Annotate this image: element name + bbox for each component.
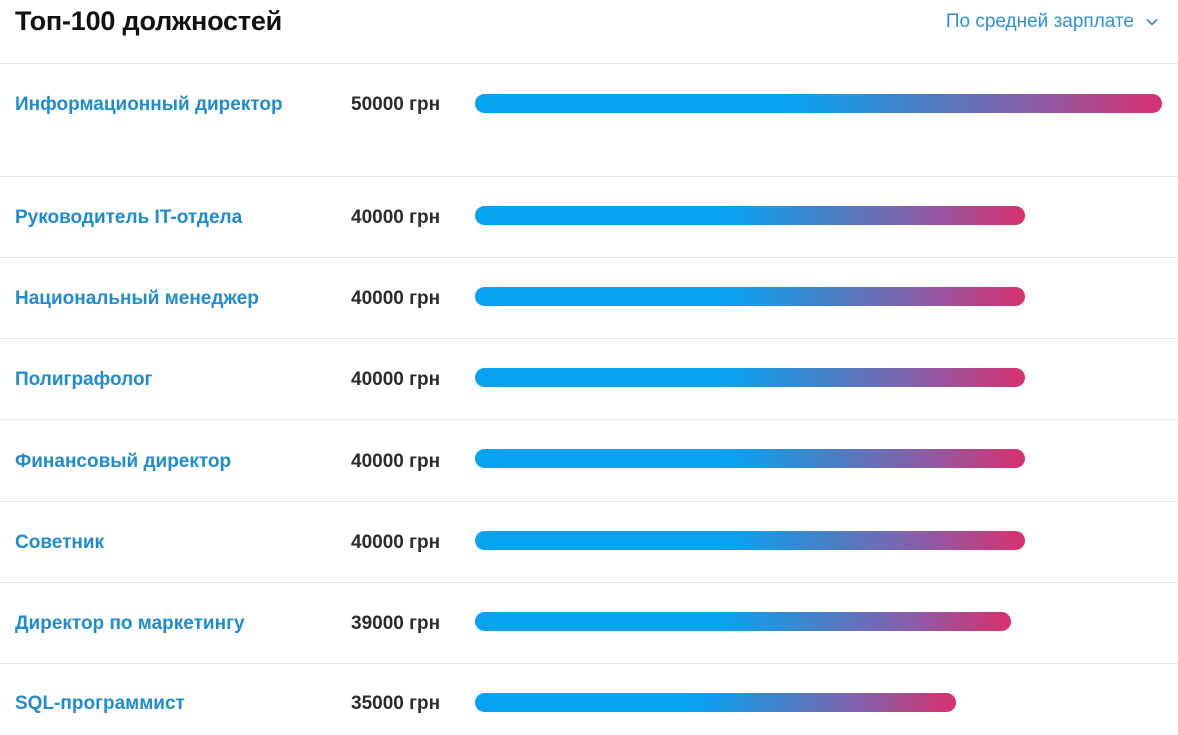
salary-value-label: 50000 грн (351, 94, 441, 115)
salary-value-label: 35000 грн (351, 693, 441, 714)
chart-header: Топ-100 должностей По средней зарплате (0, 0, 1178, 64)
bar-track (475, 368, 1162, 387)
salary-bar (475, 612, 1011, 631)
bar-track (475, 287, 1162, 306)
page-title: Топ-100 должностей (15, 6, 283, 36)
table-row: Национальный менеджер 40000 грн (0, 258, 1178, 339)
bar-track (475, 693, 1162, 712)
job-title-link[interactable]: Полиграфолог (15, 369, 153, 390)
table-row: Директор по маркетингу 39000 грн (0, 583, 1178, 664)
salary-value-label: 40000 грн (351, 451, 441, 472)
salary-bar (475, 94, 1162, 113)
table-row: Советник 40000 грн (0, 502, 1178, 583)
salary-value-label: 40000 грн (351, 532, 441, 553)
salary-bar (475, 206, 1025, 225)
table-row: SQL-программист 35000 грн (0, 664, 1178, 735)
job-title-link[interactable]: Национальный менеджер (15, 288, 259, 309)
salary-bar (475, 287, 1025, 306)
sort-dropdown[interactable]: По средней зарплате (946, 11, 1158, 33)
job-title-link[interactable]: Информационный директор (15, 94, 283, 115)
table-row: Финансовый директор 40000 грн (0, 420, 1178, 502)
salary-bar (475, 693, 956, 712)
job-title-link[interactable]: Руководитель IT-отдела (15, 207, 243, 228)
salary-bar (475, 368, 1025, 387)
table-row: Руководитель IT-отдела 40000 грн (0, 177, 1178, 258)
salary-value-label: 39000 грн (351, 613, 441, 634)
table-row: Полиграфолог 40000 грн (0, 339, 1178, 420)
bar-track (475, 94, 1162, 113)
salary-value-label: 40000 грн (351, 369, 441, 390)
chevron-down-icon (1146, 10, 1158, 32)
salary-bar (475, 531, 1025, 550)
salary-bar-chart: Информационный директор 50000 грн Руководи… (0, 64, 1178, 735)
bar-track (475, 531, 1162, 550)
salary-value-label: 40000 грн (351, 207, 441, 228)
salary-bar (475, 449, 1025, 468)
salary-value-label: 40000 грн (351, 288, 441, 309)
bar-track (475, 612, 1162, 631)
bar-track (475, 449, 1162, 468)
job-title-link[interactable]: SQL-программист (15, 693, 185, 714)
bar-track (475, 206, 1162, 225)
job-title-link[interactable]: Финансовый директор (15, 451, 232, 472)
job-title-link[interactable]: Директор по маркетингу (15, 613, 245, 634)
sort-dropdown-label: По средней зарплате (945, 11, 1134, 32)
job-title-link[interactable]: Советник (15, 532, 105, 553)
table-row: Информационный директор 50000 грн (0, 64, 1178, 177)
